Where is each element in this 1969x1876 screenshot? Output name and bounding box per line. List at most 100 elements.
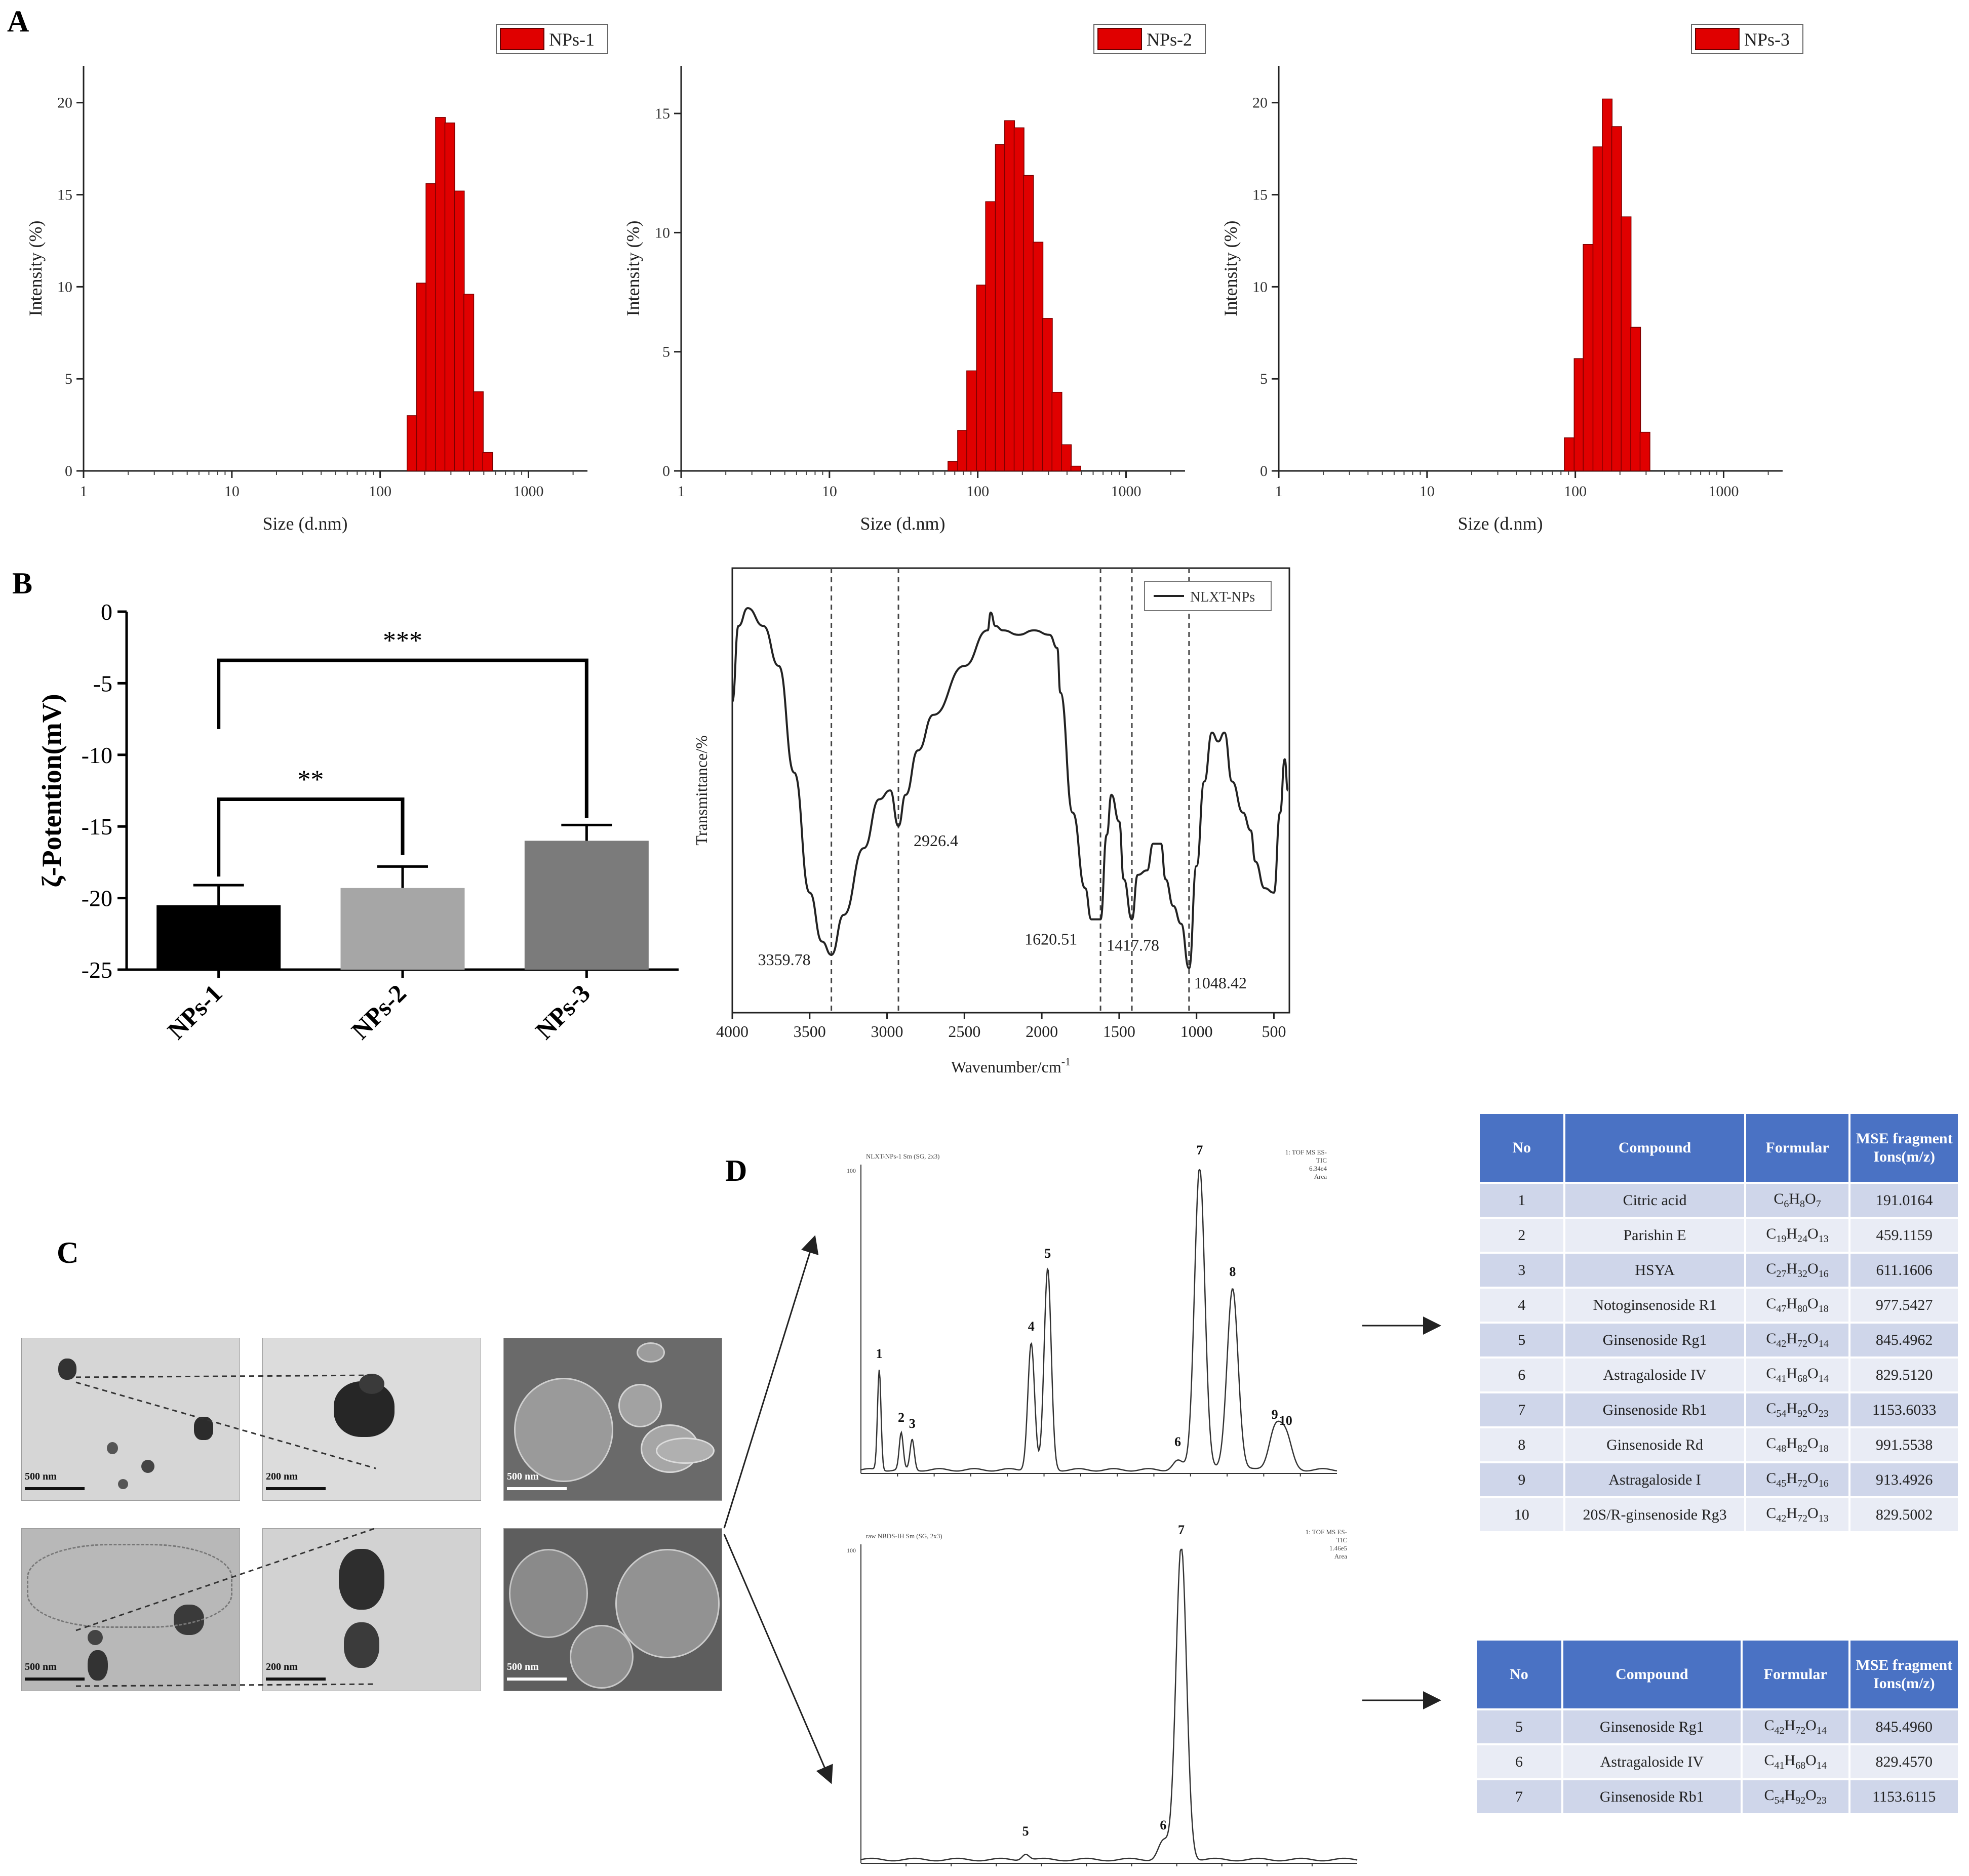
col-header-mz: MSE fragment Ions(m/z)	[1848, 1639, 1960, 1710]
chromatogram-header-right: TIC	[1336, 1536, 1347, 1544]
x-tick-label: NPs-3	[530, 979, 596, 1045]
table-row: 7 Ginsenoside Rb1 C54H92O23 1153.6033	[1477, 1391, 1960, 1428]
x-tick-label: 1	[80, 483, 88, 500]
cell-compound: Ginsenoside Rb1	[1561, 1778, 1743, 1815]
cell-mz: 829.5120	[1848, 1356, 1960, 1393]
y-tick-label: 5	[1260, 371, 1268, 387]
y-axis-label: Intensity (%)	[623, 221, 643, 316]
y-tick-label: 20	[57, 95, 72, 111]
cell-no: 8	[1477, 1426, 1566, 1463]
peak-number: 9	[1272, 1407, 1278, 1422]
cell-compound: 20S/R-ginsenoside Rg3	[1563, 1496, 1746, 1533]
peak-label: 3359.78	[758, 950, 811, 969]
histogram-bar	[995, 144, 1006, 471]
peak-number: 6	[1160, 1818, 1166, 1832]
table-row: 4 Notoginsenoside R1 C47H80O18 977.5427	[1477, 1287, 1960, 1324]
cell-mz: 829.5002	[1848, 1496, 1960, 1533]
histogram-bar	[1602, 98, 1613, 471]
cell-formula: C48H82O18	[1744, 1426, 1851, 1463]
ftir-spectrum-chart: 4000 3500 3000 2500 2000 1500 1000 500 Wavenumbe…	[692, 567, 1290, 1076]
legend-label: NPs-1	[549, 29, 595, 50]
y-tick-label: 5	[65, 371, 72, 387]
y-tick-label: -25	[82, 957, 112, 983]
x-axis-label: Size (d.nm)	[1458, 513, 1543, 534]
histogram-bar	[472, 391, 484, 471]
x-tick-label: 500	[1262, 1022, 1286, 1041]
plot-frame	[731, 567, 1290, 1014]
cell-no: 1	[1477, 1182, 1566, 1219]
cell-formula: C45H72O16	[1744, 1461, 1851, 1498]
cell-compound: HSYA	[1563, 1252, 1746, 1289]
cell-formula: C41H68O14	[1744, 1356, 1851, 1393]
x-tick-label: 3000	[871, 1022, 903, 1041]
col-header-no: No	[1475, 1639, 1563, 1710]
cell-formula: C42H72O13	[1744, 1496, 1851, 1533]
cell-no: 6	[1477, 1356, 1566, 1393]
col-header-compound: Compound	[1563, 1112, 1746, 1184]
chromatogram-trace	[860, 1169, 1337, 1472]
x-tick-label: 3500	[794, 1022, 826, 1041]
chromatogram-nps: 100 NLXT-NPs-1 Sm (SG, 2x3) 1: TOF MS ES-T…	[847, 1143, 1337, 1476]
cell-mz: 459.1159	[1848, 1217, 1960, 1254]
cell-no: 7	[1477, 1391, 1566, 1428]
cell-no: 3	[1477, 1252, 1566, 1289]
dls-chart-nps-1: 1 10 100 1000 0 5 10 15 20 Size (d.nm) Intensity (…	[25, 24, 608, 534]
y-tick-label: -5	[93, 670, 112, 696]
panel-label-d: D	[725, 1154, 747, 1187]
cell-compound: Ginsenoside Rg1	[1561, 1708, 1743, 1745]
significance-label: ***	[383, 626, 422, 655]
histogram-bar	[444, 122, 455, 471]
y-axis-label: Intensity (%)	[1220, 221, 1241, 316]
cell-no: 5	[1475, 1708, 1563, 1745]
y-tick-label: 0	[662, 463, 670, 480]
table-row: 9 Astragaloside I C45H72O16 913.4926	[1477, 1461, 1960, 1498]
cell-mz: 611.1606	[1848, 1252, 1960, 1289]
significance-label: **	[297, 765, 324, 794]
cell-formula: C42H72O14	[1740, 1708, 1850, 1745]
histogram-bar	[1023, 175, 1034, 471]
panel-label-a: A	[7, 5, 29, 38]
histogram-bar	[985, 201, 996, 471]
chromatogram-header-right: Area	[1334, 1552, 1347, 1560]
peak-number: 7	[1178, 1523, 1185, 1537]
peak-number: 5	[1022, 1824, 1029, 1839]
compound-table-nps: No Compound Formular MSE fragment Ions(m…	[1477, 1112, 1960, 1533]
x-tick-label: 100	[1564, 483, 1587, 500]
table-row: 8 Ginsenoside Rd C48H82O18 991.5538	[1477, 1426, 1960, 1463]
col-header-no: No	[1477, 1112, 1566, 1184]
cell-compound: Ginsenoside Rb1	[1563, 1391, 1746, 1428]
histogram-bar	[1051, 391, 1062, 471]
histogram-bar	[1070, 465, 1081, 471]
peak-number: 2	[898, 1410, 904, 1425]
significance-bracket	[217, 797, 405, 877]
x-tick-label: 4000	[716, 1022, 749, 1041]
cell-mz: 913.4926	[1848, 1461, 1960, 1498]
chromatogram-header-right: Area	[1314, 1173, 1327, 1180]
cell-compound: Notoginsenoside R1	[1563, 1287, 1746, 1324]
cell-formula: C41H68O14	[1740, 1743, 1850, 1780]
y-tick-label: 10	[1252, 278, 1268, 295]
histogram-bar	[425, 183, 437, 471]
cell-formula: C54H92O23	[1740, 1778, 1850, 1815]
cell-mz: 991.5538	[1848, 1426, 1960, 1463]
histogram-bar	[948, 461, 959, 471]
cell-mz: 845.4962	[1848, 1322, 1960, 1359]
y-tick-label: -10	[82, 742, 112, 768]
chromatogram-header-right: 1: TOF MS ES-	[1306, 1528, 1347, 1536]
table-row: 2 Parishin E C19H24O13 459.1159	[1477, 1217, 1960, 1254]
scale-label: 500 nm	[25, 1661, 57, 1672]
table-row: 6 Astragaloside IV C41H68O14 829.5120	[1477, 1356, 1960, 1393]
histogram-bar	[1013, 127, 1025, 471]
histogram-bar	[416, 283, 427, 471]
peak-number: 10	[1279, 1413, 1292, 1428]
peak-label: 2926.4	[914, 831, 958, 850]
cell-formula: C6H8O7	[1744, 1182, 1851, 1219]
scale-label: 200 nm	[266, 1471, 298, 1482]
histogram-bar	[1033, 242, 1044, 471]
chromatogram-header: raw NBDS-IH Sm (SG, 2x3)	[866, 1532, 942, 1540]
y-tick-label: 100	[847, 1167, 856, 1174]
scale-label: 200 nm	[266, 1661, 298, 1672]
cell-compound: Astragaloside IV	[1561, 1743, 1743, 1780]
x-tick-label: NPs-1	[162, 979, 228, 1045]
y-axis-label: Transmittance/%	[692, 735, 711, 845]
